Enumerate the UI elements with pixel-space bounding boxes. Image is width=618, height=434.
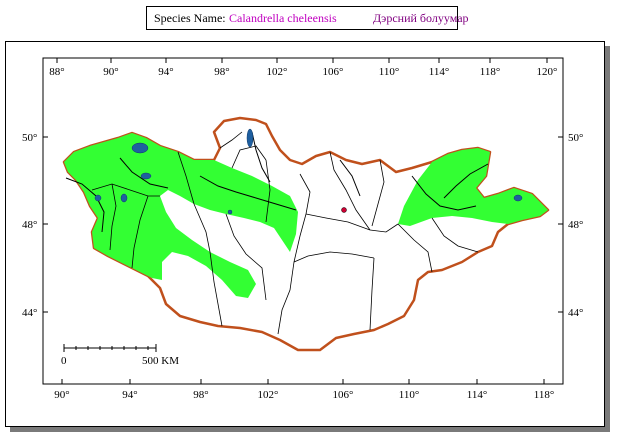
lon-tick-bottom: 102° [258, 389, 279, 401]
lon-tick-bottom: 90° [54, 389, 69, 401]
lake-small [227, 209, 233, 215]
lon-tick-bottom: 94° [122, 389, 137, 401]
scale-end-label: 500 KM [142, 355, 179, 367]
local-name: Дэрсний болуумар [373, 11, 469, 25]
lon-tick-top: 106° [323, 66, 344, 78]
lake-achit [94, 194, 102, 202]
species-range [64, 133, 548, 298]
lon-tick-top: 110° [379, 66, 400, 78]
lake-khyargas [140, 172, 152, 180]
lon-tick-top: 94° [158, 66, 173, 78]
lat-tick-right: 44° [568, 307, 583, 319]
species-name-label: Species Name: [154, 11, 226, 25]
lon-tick-top: 102° [267, 66, 288, 78]
lakes [94, 128, 523, 215]
lon-tick-top: 120° [537, 66, 558, 78]
range-east [398, 148, 548, 226]
lat-tick-left: 48° [22, 219, 37, 231]
lon-tick-bottom: 114° [467, 389, 488, 401]
map-area-border [42, 57, 564, 385]
lon-tick-bottom: 118° [534, 389, 555, 401]
lake-khar-us [120, 193, 128, 203]
lon-tick-bottom: 98° [193, 389, 208, 401]
lon-tick-top: 114° [429, 66, 450, 78]
scale-bar [63, 344, 157, 352]
lat-tick-right: 50° [568, 132, 583, 144]
lon-tick-bottom: 106° [333, 389, 354, 401]
lake-buir [513, 194, 523, 202]
lake-khovsgol [246, 128, 254, 148]
lon-tick-top: 90° [103, 66, 118, 78]
lon-tick-top: 88° [49, 66, 64, 78]
province-boundaries [91, 131, 479, 335]
lake-uvs [131, 142, 149, 154]
lat-tick-left: 44° [22, 307, 37, 319]
lon-tick-top: 98° [214, 66, 229, 78]
lon-tick-top: 118° [480, 66, 501, 78]
lat-tick-right: 48° [568, 219, 583, 231]
scientific-name: Calandrella cheleensis [229, 11, 337, 25]
tick-marks [43, 58, 563, 384]
range-west [64, 133, 298, 298]
scale-start-label: 0 [61, 355, 67, 367]
species-title-box: Species Name: Calandrella cheleensis Дэр… [146, 6, 469, 30]
capital-marker [341, 207, 347, 213]
lat-tick-left: 50° [22, 132, 37, 144]
lon-tick-bottom: 110° [399, 389, 420, 401]
